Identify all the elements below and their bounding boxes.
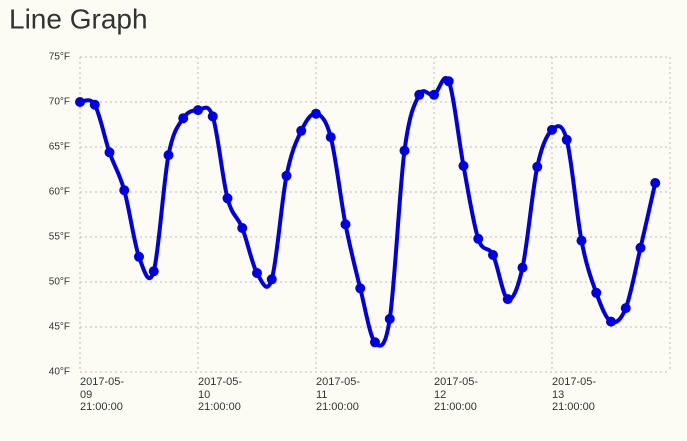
point (561, 134, 572, 145)
point (650, 178, 661, 188)
x-tick: 2017-05-12 21:00:00 (434, 376, 479, 413)
point (429, 89, 439, 100)
point (370, 337, 380, 348)
chart-title: Line Graph (9, 3, 148, 34)
point (104, 147, 115, 158)
line (79, 76, 658, 348)
x-tick-label: 2017-05-13 21:00:00 (552, 376, 597, 413)
point (134, 251, 144, 262)
point (414, 89, 425, 100)
y-tick-label: 40°F (49, 367, 70, 378)
point (296, 125, 307, 136)
point (325, 132, 336, 143)
point (399, 145, 410, 156)
point (193, 105, 203, 116)
x-tick: 2017-05-10 21:00:00 (198, 376, 243, 413)
x-tick-label: 2017-05-10 21:00:00 (198, 376, 243, 413)
point (443, 76, 454, 87)
point (355, 283, 366, 294)
y-tick-label: 70°F (49, 97, 70, 108)
point (163, 150, 174, 161)
x-tick-label: 2017-05-11 21:00:00 (316, 376, 361, 413)
point (473, 233, 484, 244)
point (488, 250, 498, 260)
point (458, 160, 469, 171)
point (502, 294, 513, 305)
point (517, 262, 528, 273)
point (237, 223, 248, 233)
point (89, 99, 100, 110)
y-tick-label: 75°F (49, 52, 70, 63)
point (178, 113, 189, 124)
x-tick: 2017-05-13 21:00:00 (552, 376, 597, 413)
point (532, 161, 543, 172)
point (119, 185, 130, 196)
point (207, 111, 218, 122)
point (547, 124, 557, 135)
point (311, 108, 321, 119)
y-tick-label: 60°F (49, 187, 70, 198)
x-tick-label: 2017-05-09 21:00:00 (80, 376, 125, 413)
point (266, 274, 277, 285)
point (384, 313, 395, 324)
x-tick: 2017-05-11 21:00:00 (316, 376, 361, 413)
point (591, 287, 602, 298)
y-tick-label: 65°F (49, 142, 70, 153)
point (252, 268, 262, 278)
point (281, 170, 292, 181)
x-tick-label: 2017-05-12 21:00:00 (434, 376, 479, 413)
y-tick-label: 45°F (49, 322, 70, 333)
y-tick-label: 55°F (49, 232, 70, 243)
point (148, 266, 159, 277)
point (620, 303, 631, 314)
point (576, 235, 587, 246)
point (222, 193, 233, 204)
point (635, 242, 646, 253)
point (606, 316, 616, 327)
point (75, 97, 85, 107)
point (340, 219, 351, 230)
x-tick: 2017-05-09 21:00:00 (80, 376, 125, 413)
y-tick-label: 50°F (49, 277, 70, 288)
